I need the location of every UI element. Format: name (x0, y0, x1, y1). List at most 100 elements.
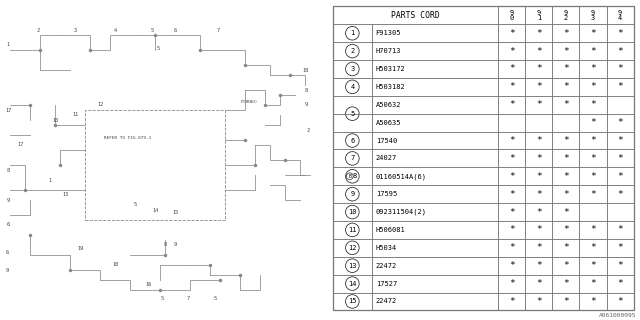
Text: *: * (509, 47, 515, 56)
Bar (525, 114, 552, 132)
Bar (333, 114, 372, 132)
Text: *: * (563, 208, 569, 217)
Text: 9
2: 9 2 (564, 10, 568, 21)
Text: 9
4: 9 4 (618, 10, 622, 21)
Bar (525, 42, 552, 60)
Text: 1: 1 (350, 30, 355, 36)
Text: 8: 8 (352, 173, 356, 179)
Bar (499, 96, 525, 114)
Bar (552, 78, 579, 96)
Text: (TURBO): (TURBO) (239, 100, 257, 104)
Text: *: * (536, 261, 541, 270)
Text: *: * (563, 172, 569, 181)
Text: *: * (509, 279, 515, 288)
Text: A50632: A50632 (376, 102, 401, 108)
Text: *: * (536, 136, 541, 145)
Bar (579, 132, 607, 149)
Text: *: * (536, 82, 541, 92)
Text: *: * (590, 100, 596, 109)
Text: 5: 5 (213, 295, 216, 300)
Bar (579, 203, 607, 221)
Text: 7: 7 (186, 295, 189, 300)
Bar (552, 149, 579, 167)
Text: PARTS CORD: PARTS CORD (391, 11, 440, 20)
Text: 9: 9 (305, 102, 308, 108)
Text: 3: 3 (350, 66, 355, 72)
Bar (499, 6, 525, 24)
Bar (525, 6, 552, 24)
Bar (372, 60, 499, 78)
Bar (552, 203, 579, 221)
Text: 8: 8 (6, 167, 10, 172)
Text: *: * (509, 82, 515, 92)
Text: *: * (509, 154, 515, 163)
Text: *: * (617, 297, 623, 306)
Text: *: * (617, 190, 623, 199)
Bar (607, 167, 634, 185)
Text: 22472: 22472 (376, 263, 397, 269)
Text: H506081: H506081 (376, 227, 406, 233)
Bar (525, 78, 552, 96)
Bar (333, 24, 372, 42)
Text: *: * (590, 172, 596, 181)
Text: *: * (536, 154, 541, 163)
Bar (333, 221, 372, 239)
Text: 17: 17 (5, 108, 11, 113)
Text: *: * (590, 136, 596, 145)
Text: 17527: 17527 (376, 281, 397, 287)
Bar (333, 203, 372, 221)
Bar (333, 132, 372, 149)
Text: 9: 9 (173, 243, 177, 247)
Text: *: * (536, 65, 541, 74)
Text: A061000095: A061000095 (599, 313, 637, 318)
Text: *: * (590, 82, 596, 92)
Bar (607, 96, 634, 114)
Bar (607, 275, 634, 292)
Bar (552, 24, 579, 42)
Text: REFER TO FIG.079-1: REFER TO FIG.079-1 (104, 136, 152, 140)
Text: 9
3: 9 3 (591, 10, 595, 21)
Text: *: * (536, 297, 541, 306)
Text: 9
1: 9 1 (537, 10, 541, 21)
Bar (552, 257, 579, 275)
Bar (607, 78, 634, 96)
Text: *: * (563, 100, 569, 109)
Bar (552, 60, 579, 78)
Bar (333, 275, 372, 292)
Bar (372, 239, 499, 257)
Bar (552, 221, 579, 239)
Bar (525, 275, 552, 292)
Text: 14: 14 (152, 207, 158, 212)
Bar (333, 149, 372, 167)
Text: 22472: 22472 (376, 299, 397, 304)
Text: 17: 17 (17, 142, 23, 148)
Text: 5: 5 (133, 203, 136, 207)
Text: 15: 15 (172, 210, 178, 214)
Bar (607, 132, 634, 149)
Bar (552, 167, 579, 185)
Bar (552, 292, 579, 310)
Text: *: * (509, 208, 515, 217)
Bar (333, 167, 372, 185)
Bar (499, 257, 525, 275)
Text: 8: 8 (163, 243, 166, 247)
Text: *: * (617, 154, 623, 163)
Bar (525, 221, 552, 239)
Bar (333, 185, 372, 203)
Text: 6: 6 (350, 138, 355, 143)
Text: *: * (509, 172, 515, 181)
Bar (372, 132, 499, 149)
Bar (552, 96, 579, 114)
Bar (499, 42, 525, 60)
Text: *: * (536, 225, 541, 235)
Text: 5: 5 (161, 295, 164, 300)
Bar (579, 114, 607, 132)
Text: *: * (617, 136, 623, 145)
Text: 19: 19 (77, 245, 83, 251)
Text: *: * (590, 154, 596, 163)
Text: 5: 5 (350, 111, 355, 117)
Text: *: * (536, 29, 541, 38)
Text: 6: 6 (6, 222, 10, 228)
Text: *: * (590, 225, 596, 235)
Text: 17540: 17540 (376, 138, 397, 143)
